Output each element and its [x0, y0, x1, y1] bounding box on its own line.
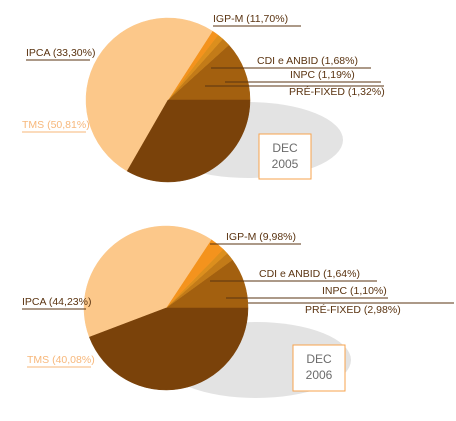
slice-label-cdi-e-anbid: CDI e ANBID (1,68%)	[257, 55, 358, 67]
date-box-month: DEC	[306, 352, 332, 366]
pie-slice-ipca	[126, 99, 251, 183]
date-box	[292, 344, 346, 392]
slice-label-ipca: IPCA (33,30%)	[26, 47, 95, 59]
date-box	[258, 133, 312, 180]
pie-slice-tms	[83, 225, 212, 338]
slice-label-tms: TMS (40,08%)	[27, 354, 95, 366]
date-box-year: 2005	[272, 157, 299, 171]
date-box-month: DEC	[272, 141, 298, 155]
slice-label-inpc: INPC (1,10%)	[322, 285, 387, 297]
slice-label-igp-m: IGP-M (9,98%)	[226, 231, 296, 243]
pie-chart-dec-2006: IGP-M (9,98%) CDI e ANBID (1,64%) INPC (1,…	[22, 225, 454, 398]
slice-label-ipca: IPCA (44,23%)	[22, 296, 91, 308]
slice-label-tms: TMS (50,81%)	[22, 119, 90, 131]
pie-chart-dec-2005: IGP-M (11,70%) CDI e ANBID (1,68%) INPC (1…	[22, 13, 385, 183]
slice-label-pr-fixed: PRÉ-FIXED (1,32%)	[289, 85, 385, 98]
date-box-year: 2006	[306, 368, 333, 382]
slice-label-cdi-e-anbid: CDI e ANBID (1,64%)	[259, 268, 360, 280]
slice-label-inpc: INPC (1,19%)	[290, 69, 355, 81]
pie-slice-ipca	[89, 307, 249, 391]
slice-label-pr-fixed: PRÉ-FIXED (2,98%)	[305, 303, 401, 316]
pie-slice-tms	[85, 17, 213, 172]
slice-label-igp-m: IGP-M (11,70%)	[213, 13, 288, 25]
